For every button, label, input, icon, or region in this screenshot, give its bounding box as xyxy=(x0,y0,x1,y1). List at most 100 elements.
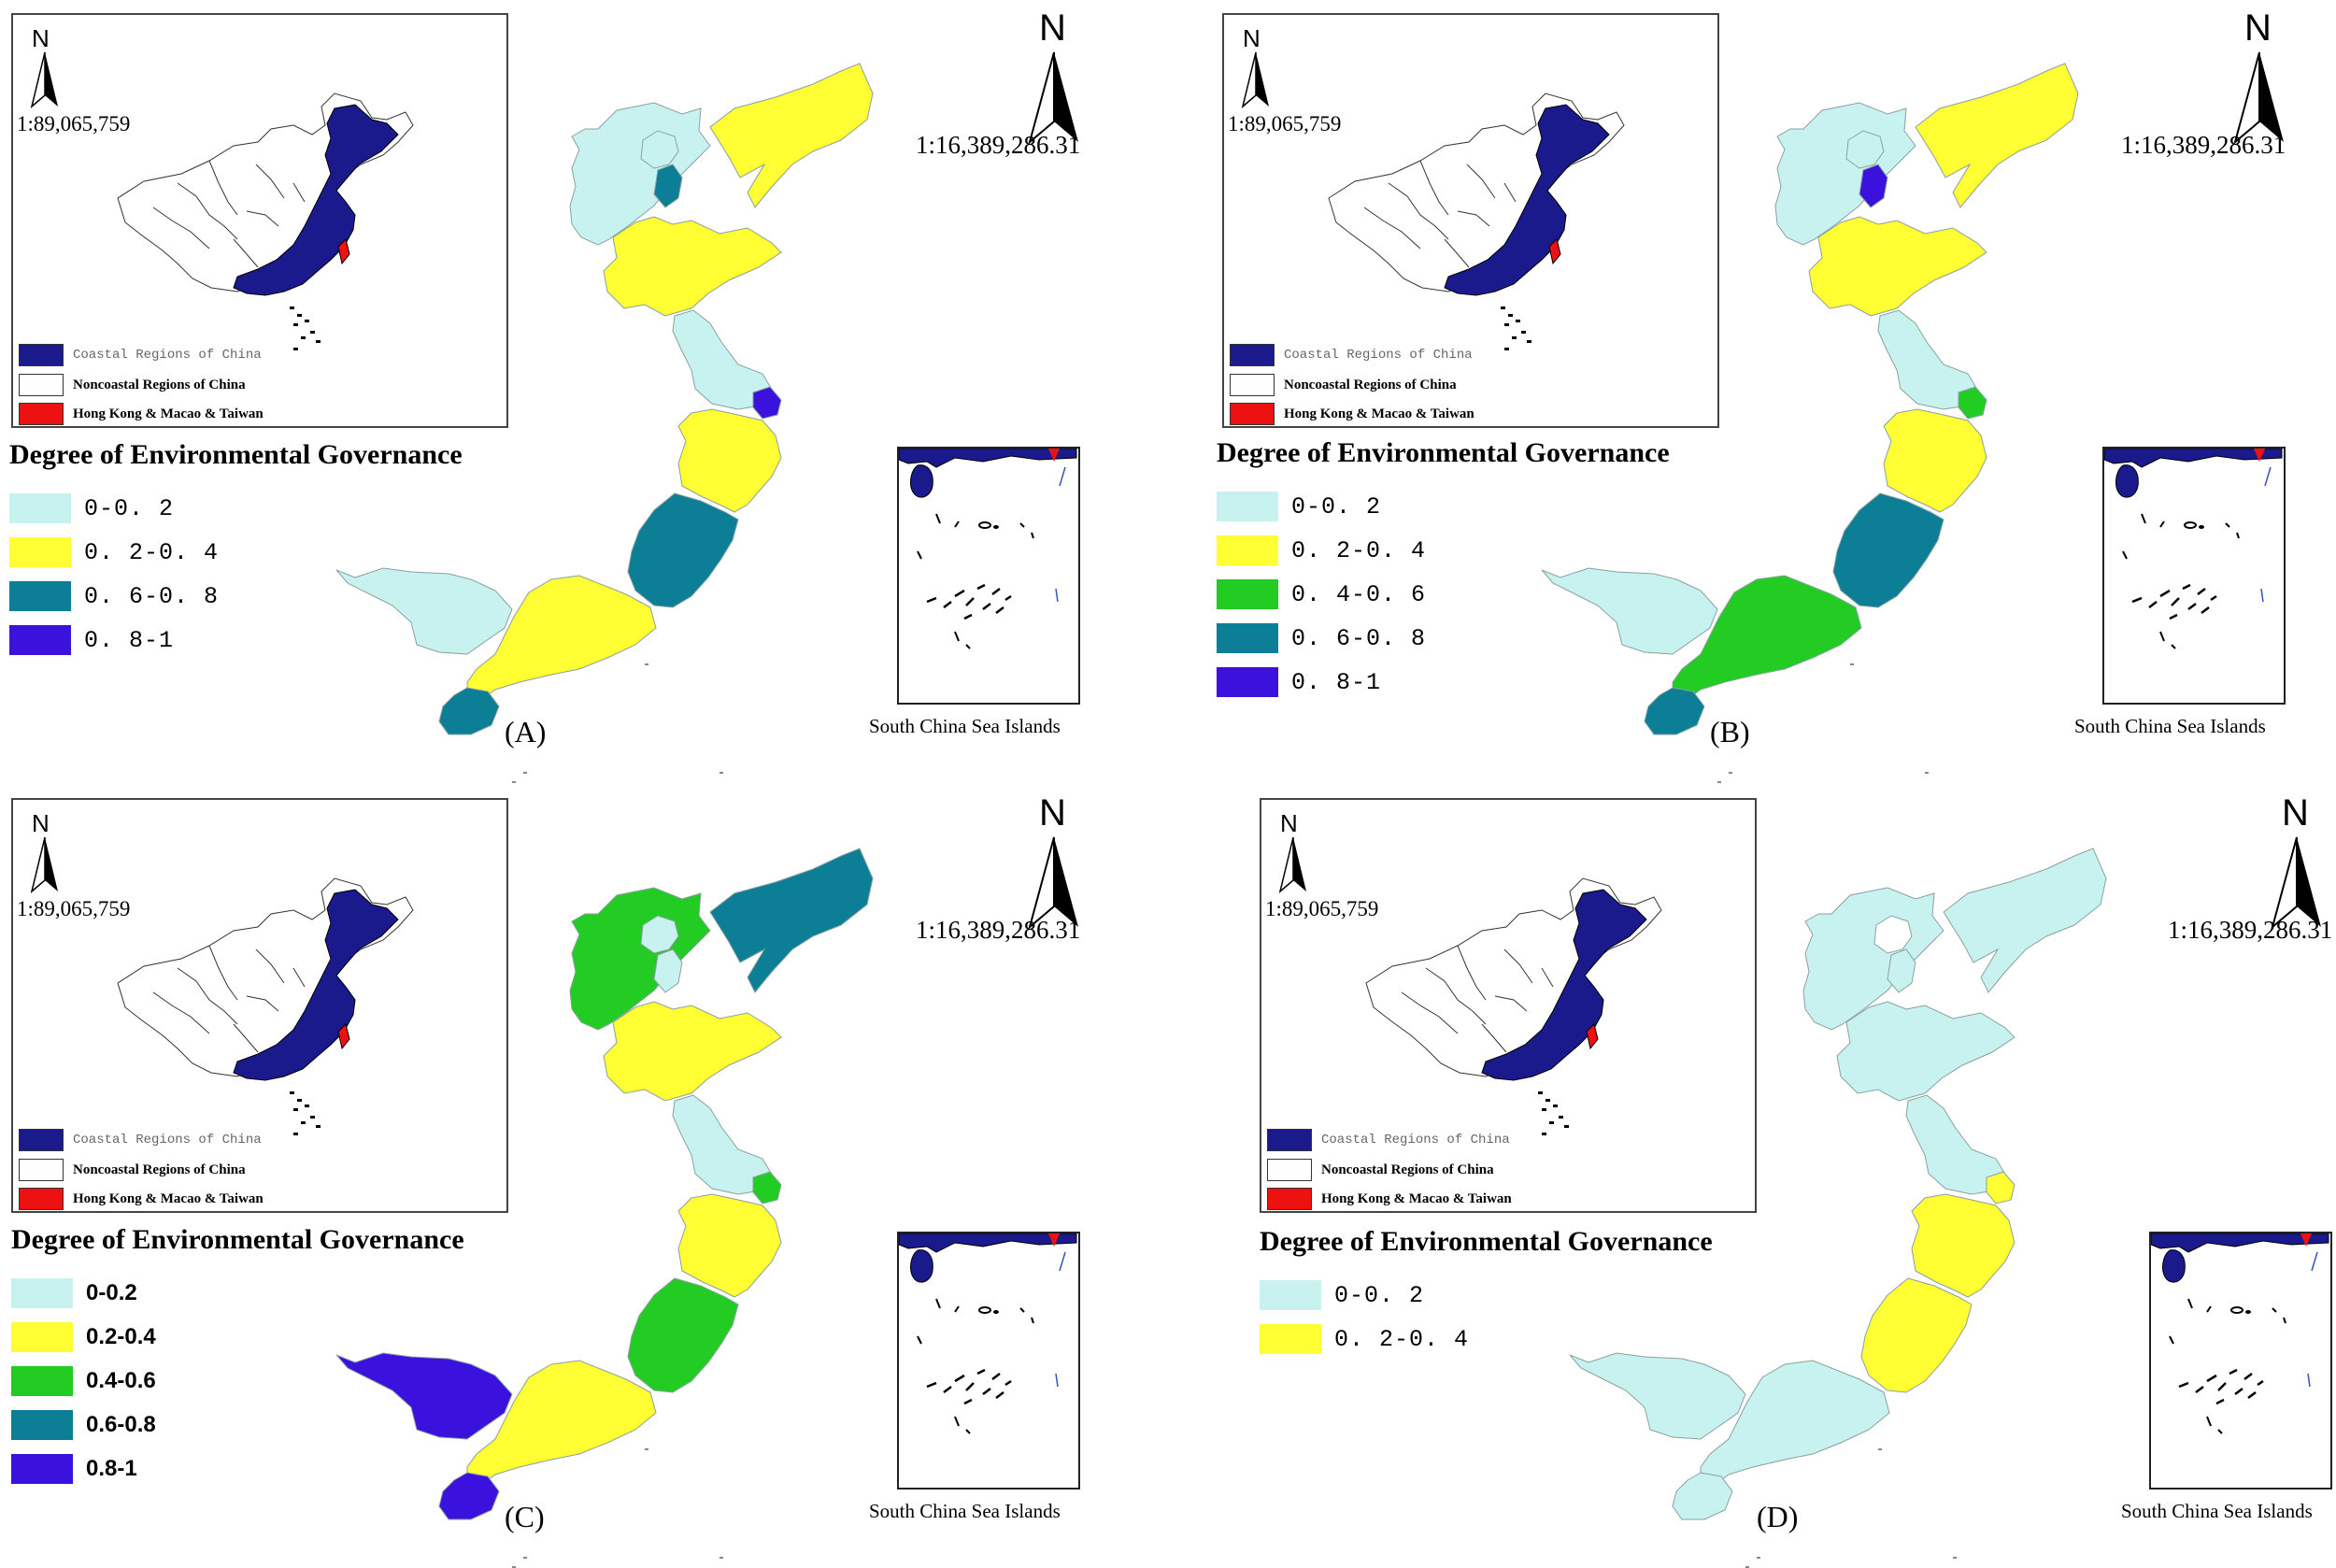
island-fleck xyxy=(719,1557,723,1559)
inset-legend-hk: Hong Kong & Macao & Taiwan xyxy=(1267,1188,1512,1210)
inset-taiwan-region xyxy=(337,238,350,265)
main-scale-label: 1:16,389,286.31 xyxy=(916,916,1081,944)
province-beijing xyxy=(1845,130,1885,169)
inset-province-borders xyxy=(1363,160,1517,268)
inset-island-mark xyxy=(290,1091,294,1094)
inset-scale-label: 1:89,065,759 xyxy=(17,112,131,135)
map-panel-a: N 1:89,065,759 Coastal Regions of China … xyxy=(0,0,1168,783)
legend-label: 0.4-0.6 xyxy=(86,1368,156,1393)
island-fleck xyxy=(719,772,723,774)
province-jiangsu xyxy=(1877,309,1980,410)
legend-item: 0.4-0.6 xyxy=(11,1365,156,1397)
legend-swatch xyxy=(1260,1280,1321,1310)
province-guangxi xyxy=(1569,1352,1746,1440)
main-scale-label: 1:16,389,286.31 xyxy=(916,131,1081,159)
island-fleck xyxy=(1729,772,1732,774)
province-shandong xyxy=(603,1001,782,1102)
province-fujian xyxy=(1832,492,1944,608)
inset-legend-hk: Hong Kong & Macao & Taiwan xyxy=(19,1188,264,1210)
province-fujian xyxy=(627,1277,739,1393)
legend-label: 0. 2-0. 4 xyxy=(1291,536,1427,564)
inset-island-mark xyxy=(1504,323,1509,326)
inset-island-mark xyxy=(1508,314,1513,317)
inset-legend-noncoastal: Noncoastal Regions of China xyxy=(19,374,246,396)
legend-swatch xyxy=(1217,535,1278,565)
hk-swatch xyxy=(19,403,64,425)
island-fleck xyxy=(645,663,648,665)
province-zhejiang xyxy=(677,408,782,513)
province-zhejiang xyxy=(1883,408,1987,513)
hk-label: Hong Kong & Macao & Taiwan xyxy=(1321,1190,1512,1206)
legend-item: 0-0. 2 xyxy=(1260,1279,1424,1311)
province-tianjin xyxy=(653,948,683,993)
coastal-swatch xyxy=(19,1129,64,1151)
noncoastal-label: Noncoastal Regions of China xyxy=(1321,1162,1494,1177)
legend-item: 0. 6-0. 8 xyxy=(9,580,219,612)
province-guangxi xyxy=(335,1352,513,1440)
island-fleck xyxy=(1953,1557,1957,1559)
inset-island-mark xyxy=(293,323,298,326)
map-panel-d: N 1:89,065,759 Coastal Regions of China … xyxy=(1205,785,2336,1568)
legend-label: 0. 2-0. 4 xyxy=(1334,1325,1470,1353)
inset-north-label: N xyxy=(1280,809,1298,837)
island-fleck xyxy=(523,772,527,774)
inset-island-mark xyxy=(1527,340,1531,343)
province-fujian xyxy=(627,492,739,608)
noncoastal-label: Noncoastal Regions of China xyxy=(73,377,246,392)
legend-swatch xyxy=(11,1366,73,1396)
inset-province-borders xyxy=(152,945,306,1053)
noncoastal-swatch xyxy=(19,374,64,396)
province-guangdong xyxy=(466,575,657,702)
panel-tag: (B) xyxy=(1710,715,1750,748)
inset-map-box: N 1:89,065,759 Coastal Regions of China … xyxy=(11,13,508,428)
south-china-sea-map xyxy=(899,1233,1077,1434)
inset-north-label: N xyxy=(1243,24,1261,52)
legend-swatch xyxy=(11,1410,73,1440)
inset-coastal-region xyxy=(1481,889,1647,1081)
legend-label: 0.2-0.4 xyxy=(86,1324,156,1349)
coastal-label: Coastal Regions of China xyxy=(1321,1133,1510,1147)
coastal-swatch xyxy=(19,344,64,366)
hk-swatch xyxy=(1230,403,1275,425)
inset-island-mark xyxy=(297,314,302,317)
province-shandong xyxy=(1836,1001,2016,1102)
hk-swatch xyxy=(19,1188,64,1210)
south-china-sea-inset xyxy=(2102,447,2286,705)
south-china-sea-inset xyxy=(897,447,1080,705)
inset-island-mark xyxy=(1549,1121,1554,1124)
island-fleck xyxy=(1850,663,1854,665)
province-tianjin xyxy=(1859,164,1888,208)
legend-swatch xyxy=(11,1278,73,1308)
legend-item: 0. 8-1 xyxy=(9,624,174,656)
inset-north-arrow-icon xyxy=(1241,51,1269,108)
legend-item: 0. 2-0. 4 xyxy=(9,536,219,568)
inset-coastal-region xyxy=(233,104,399,296)
inset-coastal-region xyxy=(1444,104,1610,296)
inset-scale-label: 1:89,065,759 xyxy=(17,897,131,920)
inset-island-mark xyxy=(316,1125,320,1128)
province-liaoning xyxy=(1943,848,2107,993)
legend-item: 0. 2-0. 4 xyxy=(1217,535,1426,566)
inset-island-mark xyxy=(305,1105,309,1107)
inset-island-mark xyxy=(1545,1099,1550,1102)
legend-label: 0-0.2 xyxy=(86,1280,137,1305)
inset-island-mark xyxy=(293,1133,298,1135)
province-beijing xyxy=(640,915,679,954)
main-north-label: N xyxy=(2282,792,2309,834)
province-zhejiang xyxy=(1911,1193,2016,1298)
province-hainan xyxy=(1644,687,1705,735)
legend-label: 0. 8-1 xyxy=(84,626,175,654)
inset-island-mark xyxy=(1553,1105,1558,1107)
island-fleck xyxy=(1757,1557,1760,1559)
noncoastal-swatch xyxy=(19,1159,64,1181)
inset-north-label: N xyxy=(32,809,50,837)
legend-swatch xyxy=(1217,579,1278,609)
noncoastal-label: Noncoastal Regions of China xyxy=(73,1162,246,1177)
inset-island-mark xyxy=(1542,1108,1546,1111)
province-shandong xyxy=(1808,216,1987,317)
province-hainan xyxy=(438,687,500,735)
china-inset-map xyxy=(1365,877,1662,1135)
inset-legend-noncoastal: Noncoastal Regions of China xyxy=(1230,374,1457,396)
inset-map-box: N 1:89,065,759 Coastal Regions of China … xyxy=(11,798,508,1213)
main-north-arrow-icon xyxy=(1028,51,1078,144)
